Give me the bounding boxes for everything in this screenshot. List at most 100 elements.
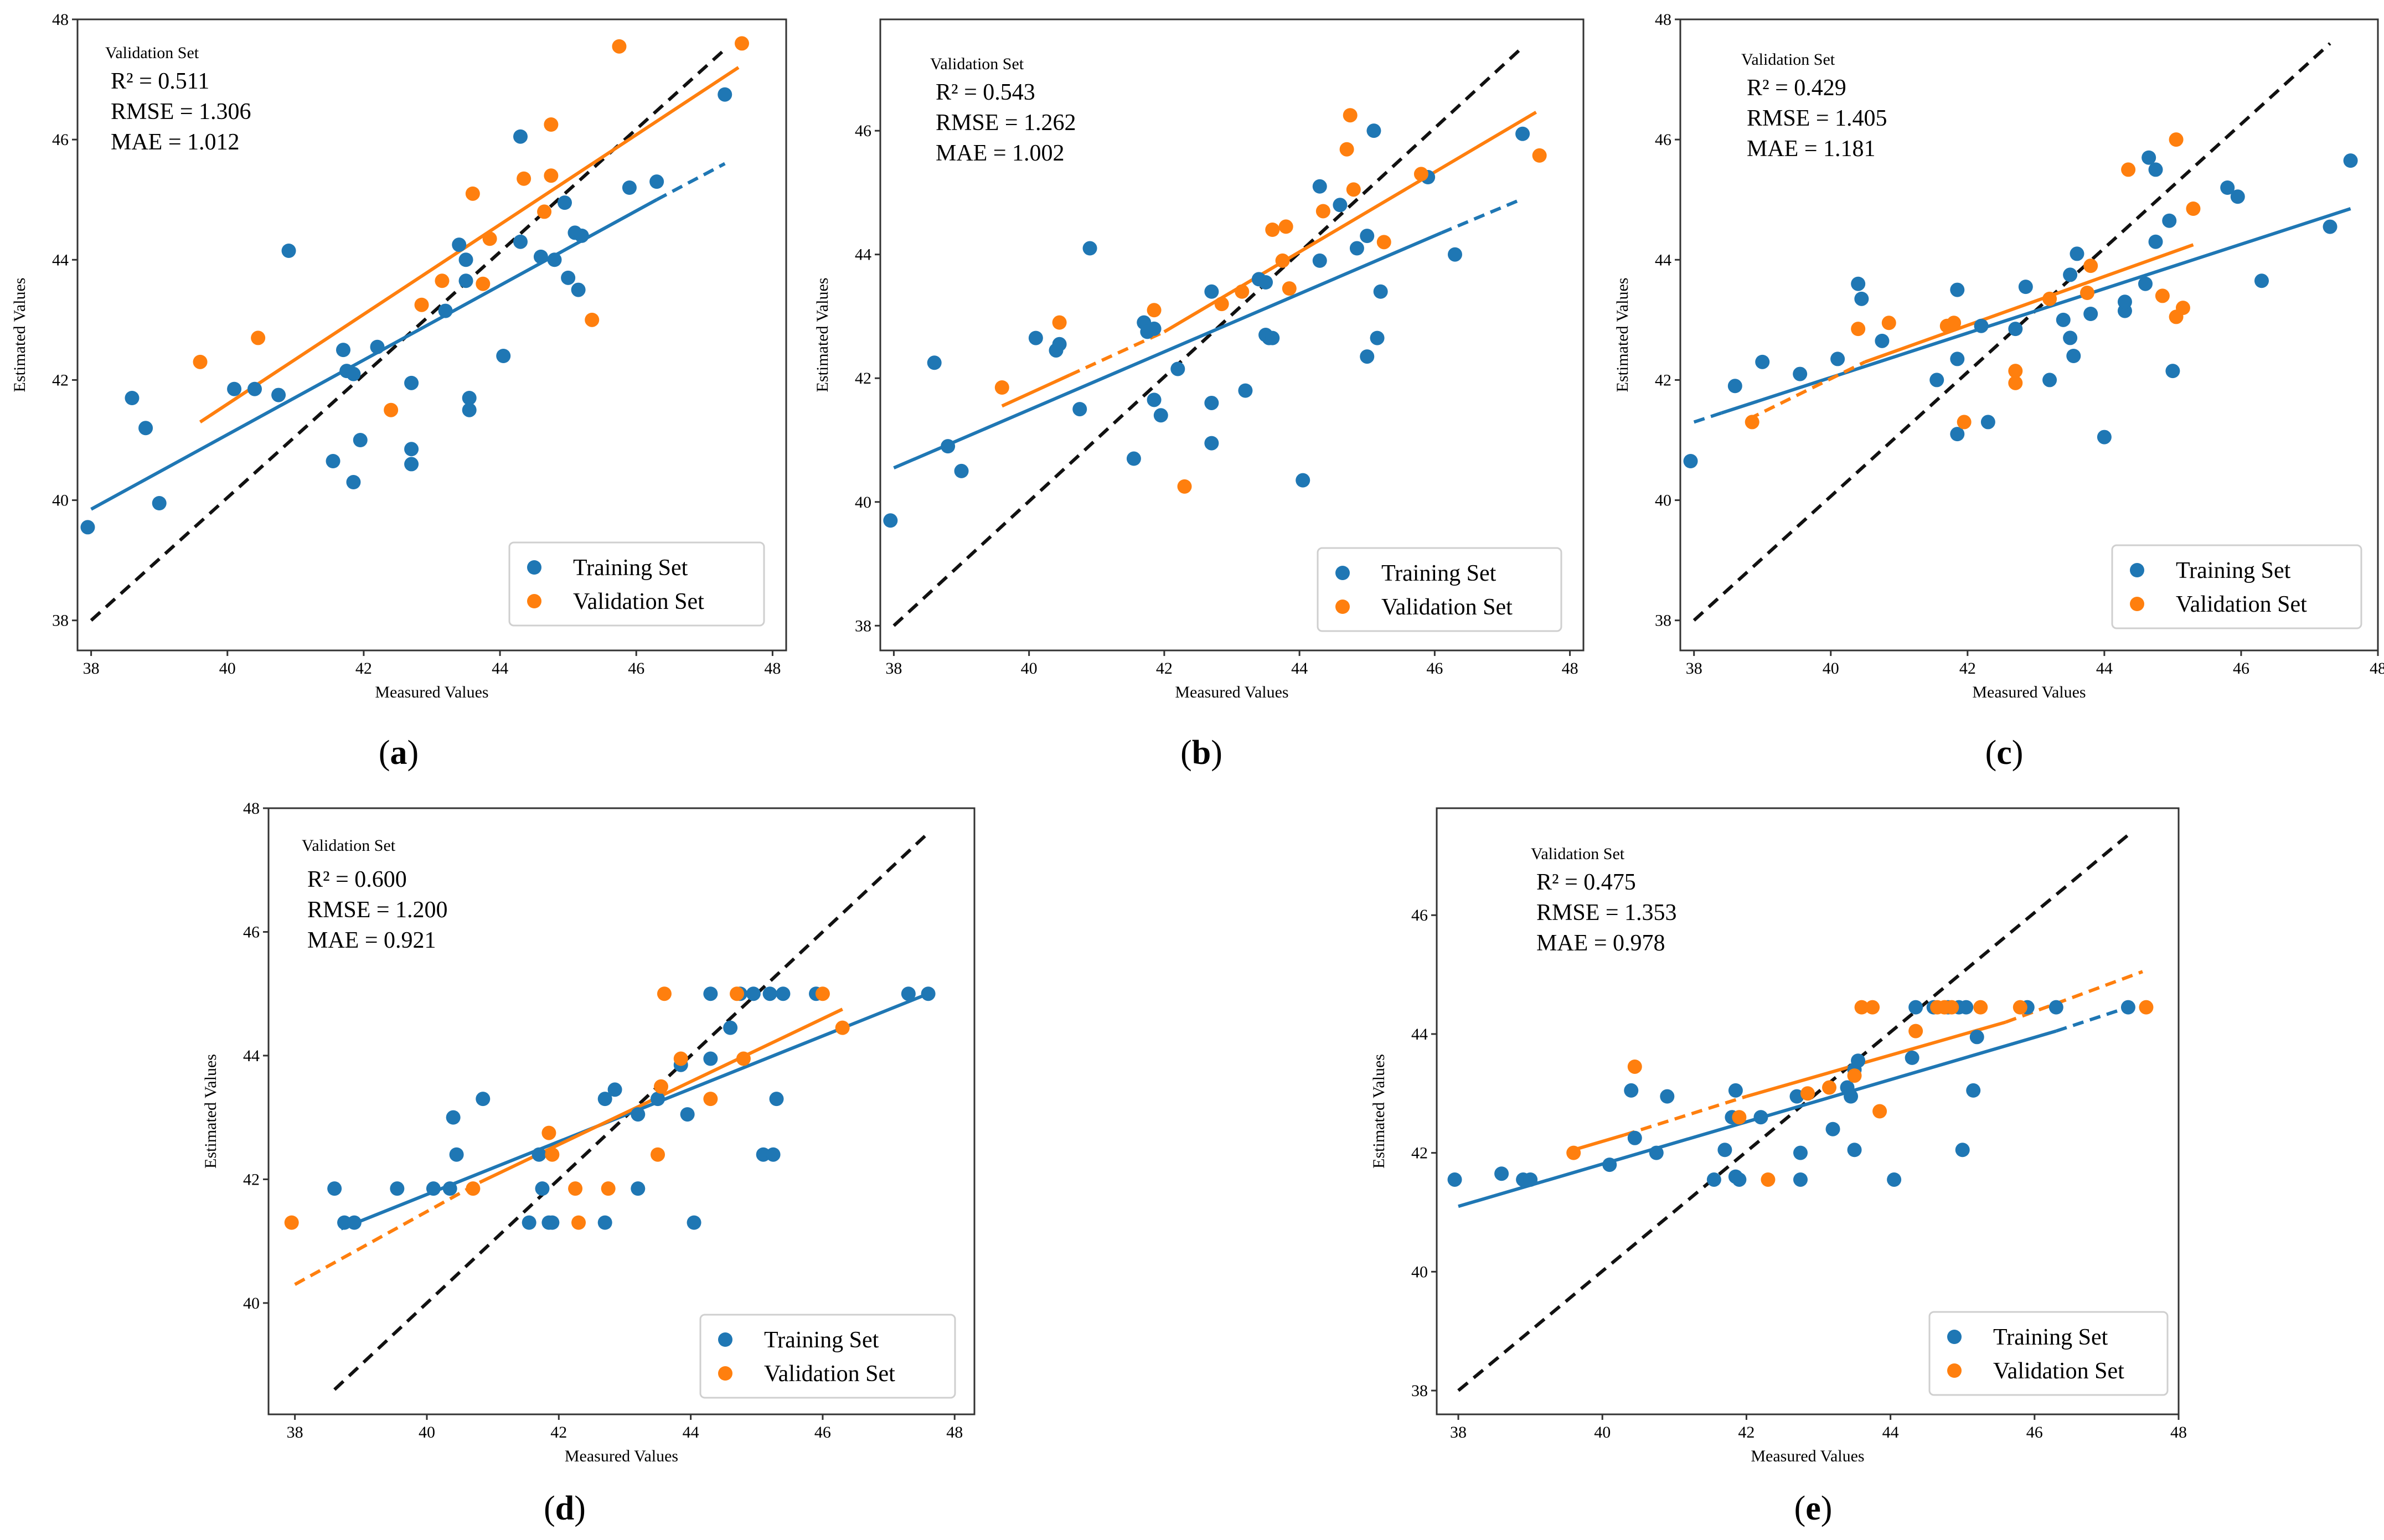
y-tick-label: 38	[1655, 612, 1671, 630]
validation-point	[1376, 235, 1391, 250]
validation-point	[1343, 108, 1358, 123]
training-point	[574, 228, 589, 243]
identity-line	[1457, 833, 2129, 1392]
validation-point	[1315, 204, 1330, 219]
panel-label-letter: c	[1996, 734, 2012, 772]
training-point	[2162, 213, 2177, 228]
panel-label-e: (e)	[1794, 1490, 1833, 1527]
legend: Training Set Validation Set	[508, 541, 765, 627]
chart-panel-b: 38 40 42 44 46 48 38 40 42 44 46 Measured Values Est…	[813, 18, 1585, 701]
validation-point	[1872, 1104, 1887, 1119]
validation-point	[482, 231, 497, 246]
rmse-value: RMSE = 1.200	[307, 897, 448, 923]
validation-point	[835, 1020, 850, 1035]
legend: Training Set Validation Set	[1317, 547, 1562, 632]
identity-line	[892, 46, 1524, 627]
validation-point	[1973, 1000, 1988, 1015]
training-point	[532, 1147, 546, 1162]
training-point	[458, 273, 473, 288]
legend: Training Set Validation Set	[699, 1314, 956, 1399]
training-point	[404, 457, 419, 472]
y-axis-label: Estimated Values	[1613, 278, 1632, 392]
training-point	[2230, 189, 2245, 204]
training-point	[1974, 318, 1989, 333]
training-point	[1349, 241, 1364, 256]
panel-label-close-paren: )	[2012, 734, 2024, 772]
training-point	[1333, 198, 1348, 213]
training-point	[1854, 291, 1869, 306]
training-point	[921, 986, 936, 1001]
validation-point	[1865, 1000, 1880, 1015]
validation-fit-line	[1001, 373, 1071, 408]
training-point	[631, 1107, 646, 1122]
y-tick-label: 44	[52, 251, 69, 269]
training-point	[513, 129, 528, 144]
training-point	[2254, 273, 2269, 288]
y-axis-label: Estimated Values	[813, 278, 832, 392]
validation-fit-line-extension	[1623, 1094, 1747, 1137]
x-tick-label: 46	[2233, 659, 2249, 678]
training-point	[776, 986, 791, 1001]
validation-point	[1346, 182, 1361, 197]
y-tick-label: 38	[855, 617, 871, 635]
legend-training-marker	[2130, 563, 2144, 577]
training-point	[1753, 1110, 1768, 1125]
plot-frame	[76, 18, 787, 652]
training-point	[1082, 241, 1097, 256]
y-tick-label: 44	[1411, 1025, 1428, 1043]
training-fit-line	[90, 198, 658, 511]
training-point	[347, 1215, 362, 1230]
training-point	[1649, 1145, 1664, 1160]
training-point	[1258, 275, 1273, 290]
validation-point	[730, 986, 745, 1001]
training-point	[762, 986, 777, 1001]
training-point	[452, 237, 467, 252]
x-axis-label: Measured Values	[1175, 683, 1288, 701]
training-point	[597, 1092, 612, 1107]
training-point	[1830, 352, 1845, 366]
training-point	[1523, 1172, 1538, 1187]
training-point	[2323, 219, 2337, 234]
panel-label-close-paren: )	[1211, 734, 1222, 772]
chart-panel-c: 38 40 42 44 46 48 38 40 42 44 46 48 Measured Values E…	[1613, 11, 2384, 701]
validation-fit-line-extension	[294, 1181, 481, 1286]
training-point	[138, 421, 153, 436]
training-point	[1793, 1172, 1808, 1187]
y-axis-label: Estimated Values	[11, 278, 29, 392]
training-point	[687, 1215, 701, 1230]
training-point	[766, 1147, 781, 1162]
training-point	[746, 986, 761, 1001]
validation-fit-line-extension	[2005, 970, 2143, 1024]
x-tick-label: 42	[1959, 659, 1976, 678]
legend-training-marker	[718, 1332, 732, 1347]
training-point	[1147, 392, 1162, 407]
training-point	[1929, 373, 1944, 387]
training-point	[1494, 1166, 1509, 1181]
validation-point	[384, 402, 399, 417]
training-point	[404, 375, 419, 390]
training-point	[522, 1215, 536, 1230]
x-tick-label: 48	[764, 659, 781, 678]
training-point	[426, 1181, 441, 1196]
x-tick-label: 44	[1291, 659, 1308, 678]
legend-box	[2111, 544, 2362, 629]
stats-title: Validation Set	[1531, 845, 1625, 863]
training-point	[901, 986, 916, 1001]
training-point	[496, 349, 511, 363]
validation-point	[2121, 162, 2136, 177]
y-tick-label: 44	[1655, 251, 1671, 269]
training-point	[1969, 1030, 1984, 1045]
training-point	[1793, 1145, 1808, 1160]
x-tick-label: 48	[1562, 659, 1578, 678]
training-point	[571, 282, 586, 297]
validation-point	[2186, 201, 2201, 216]
training-point	[1851, 276, 1866, 291]
training-point	[927, 355, 942, 370]
training-point	[561, 270, 576, 285]
validation-point	[1235, 284, 1250, 299]
panel-label-letter: d	[555, 1490, 574, 1527]
r2-value: R² = 0.600	[307, 867, 407, 892]
rmse-value: RMSE = 1.353	[1536, 900, 1677, 926]
validation-point	[571, 1215, 586, 1230]
training-point	[1851, 1053, 1866, 1068]
